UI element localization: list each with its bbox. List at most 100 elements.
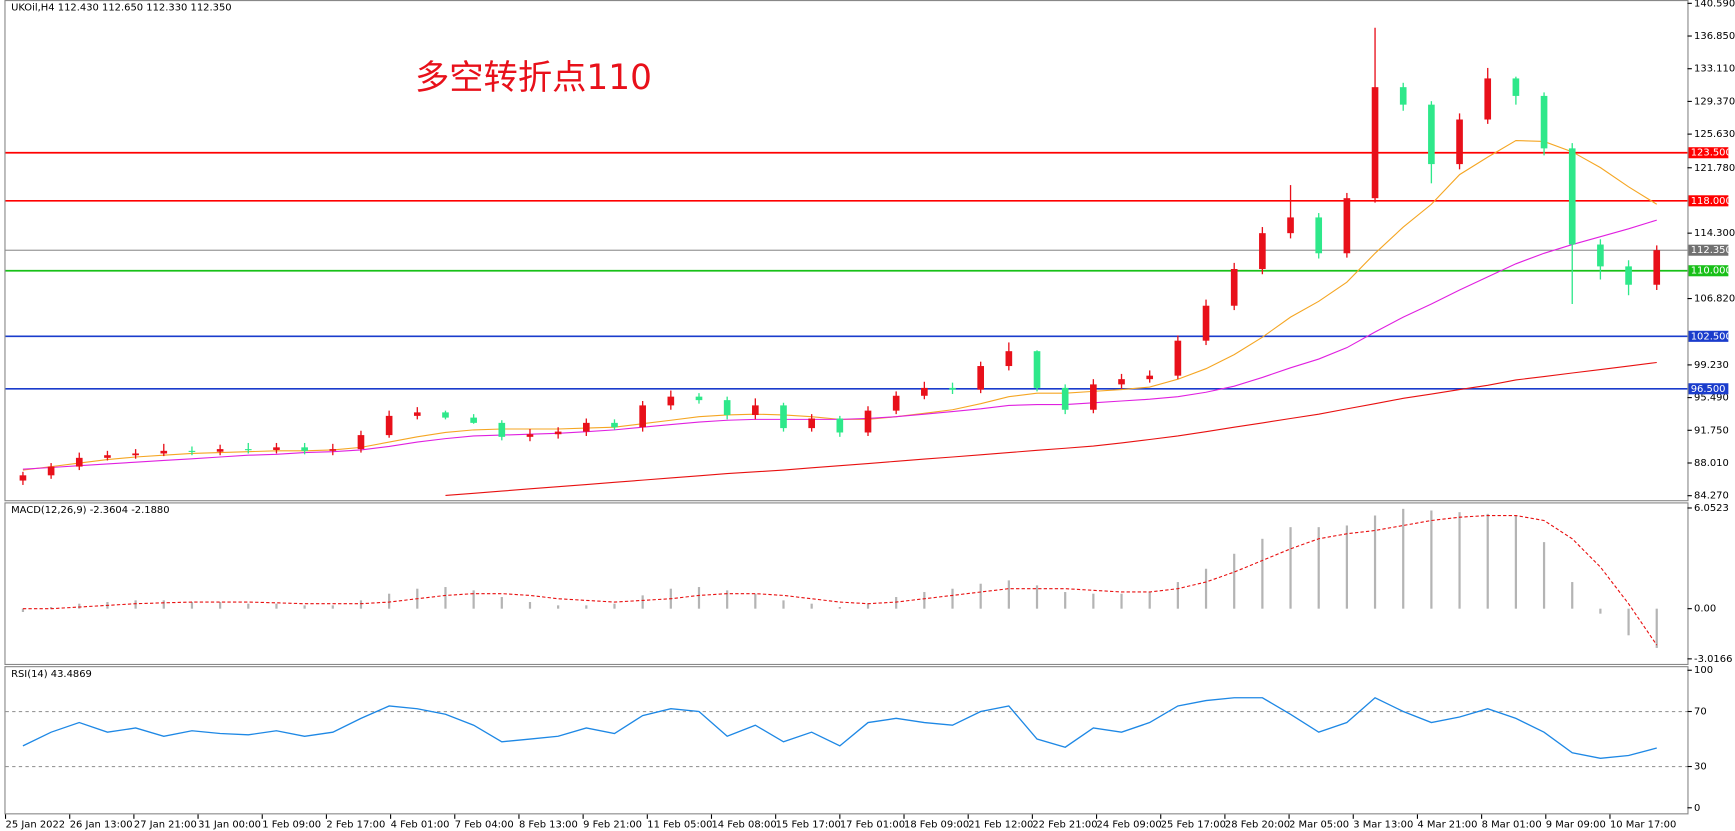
candle-body: [921, 387, 928, 396]
candle-body: [1146, 375, 1154, 380]
candle-body: [1287, 217, 1294, 234]
candle-body: [582, 422, 590, 432]
macd-bar: [78, 603, 81, 609]
macd-bar: [190, 602, 194, 609]
x-tick-label: 26 Jan 13:00: [70, 819, 133, 830]
macd-bar: [1627, 608, 1630, 636]
level-label-box: [1688, 383, 1729, 395]
x-tick-label: 8 Feb 13:00: [519, 819, 578, 830]
macd-bar: [500, 597, 503, 609]
candle-body: [273, 447, 280, 450]
macd-bar: [1458, 512, 1461, 609]
macd-bar: [810, 603, 813, 609]
rsi-line: [22, 696, 1657, 759]
candle-body: [216, 449, 224, 452]
macd-bar: [895, 597, 898, 609]
x-tick-label: 31 Jan 00:00: [198, 819, 261, 830]
y-tick-label: 133.110: [1694, 64, 1735, 75]
macd-bar: [613, 603, 616, 609]
y-tick-label: 0.00: [1694, 604, 1716, 615]
candle-body: [498, 422, 506, 437]
macd-bar: [472, 590, 475, 609]
candle-body: [780, 405, 787, 429]
candle-body: [1399, 87, 1407, 105]
macd-bar: [1514, 515, 1517, 609]
candle-body: [442, 412, 449, 418]
level-label: 102.500: [1691, 331, 1732, 342]
macd-bar: [1120, 593, 1123, 609]
candle-body: [1090, 384, 1097, 410]
y-tick-label: 70: [1694, 707, 1707, 718]
candle-body: [1174, 340, 1182, 376]
candle-body: [1005, 351, 1013, 367]
x-tick-label: 25 Jan 2022: [6, 819, 66, 830]
candle-body: [1061, 387, 1069, 410]
candle-body: [808, 418, 815, 429]
candle-body: [188, 450, 196, 452]
candle-body: [1484, 78, 1492, 120]
x-tick-label: 2 Feb 17:00: [326, 819, 385, 830]
y-tick-label: 88.010: [1694, 458, 1729, 469]
x-tick-label: 9 Feb 21:00: [583, 819, 642, 830]
candle-body: [329, 449, 337, 451]
candle-body: [1512, 78, 1520, 96]
candle-body: [667, 396, 675, 406]
macd-bar: [162, 600, 165, 609]
macd-bar: [754, 593, 757, 609]
candle-body: [1033, 351, 1041, 388]
macd-bar: [303, 605, 306, 609]
pane-title: MACD(12,26,9) -2.3604 -2.1880: [11, 505, 170, 516]
candle-body: [1315, 217, 1323, 254]
level-label: 123.500: [1691, 148, 1732, 159]
macd-bar: [247, 603, 250, 609]
candle-body: [892, 395, 900, 411]
level-label: 96.500: [1691, 384, 1726, 395]
macd-bar: [557, 605, 560, 609]
macd-bar: [1148, 592, 1151, 609]
x-tick-label: 8 Mar 01:00: [1482, 819, 1542, 830]
y-tick-label: 100: [1694, 665, 1713, 676]
candle-body: [244, 449, 252, 451]
macd-bar: [1261, 538, 1264, 609]
x-tick-label: 28 Feb 20:00: [1225, 819, 1290, 830]
macd-bar: [1345, 525, 1348, 609]
candle-body: [836, 418, 844, 433]
candle-body: [385, 415, 393, 436]
x-tick-label: 7 Feb 04:00: [455, 819, 514, 830]
y-tick-label: 140.590: [1694, 0, 1735, 9]
x-tick-label: 3 Mar 13:00: [1353, 819, 1413, 830]
candle-body: [977, 366, 985, 390]
candle-body: [639, 405, 646, 428]
macd-bar: [219, 602, 222, 609]
macd-bar: [528, 602, 532, 609]
candle-body: [132, 453, 139, 456]
candle-body: [1540, 95, 1548, 149]
macd-bar: [1655, 608, 1658, 648]
macd-bar: [1486, 513, 1489, 609]
candle-body: [1568, 148, 1576, 245]
macd-bar: [444, 587, 447, 609]
moving-average: [445, 361, 1657, 496]
candle-body: [611, 422, 618, 428]
x-tick-label: 10 Mar 17:00: [1610, 819, 1676, 830]
candle-body: [1456, 119, 1463, 165]
pane-title: UKOil,H4 112.430 112.650 112.330 112.350: [11, 3, 232, 14]
y-tick-label: 6.0523: [1694, 503, 1729, 514]
candle-body: [104, 455, 111, 458]
level-label-box: [1688, 244, 1729, 256]
macd-bar: [21, 608, 25, 613]
macd-bar: [1176, 582, 1179, 609]
macd-bar: [866, 603, 870, 609]
macd-bar: [726, 590, 729, 609]
y-tick-label: 114.300: [1694, 228, 1735, 239]
candle-body: [1428, 104, 1435, 165]
candle-body: [1597, 244, 1604, 267]
x-tick-label: 15 Feb 17:00: [776, 819, 841, 830]
candle-body: [413, 412, 421, 416]
x-tick-label: 21 Feb 12:00: [968, 819, 1033, 830]
macd-bar: [359, 600, 363, 609]
candle-body: [19, 475, 27, 481]
macd-bar: [1233, 553, 1236, 609]
x-tick-label: 17 Feb 01:00: [840, 819, 905, 830]
candle-body: [949, 387, 956, 390]
